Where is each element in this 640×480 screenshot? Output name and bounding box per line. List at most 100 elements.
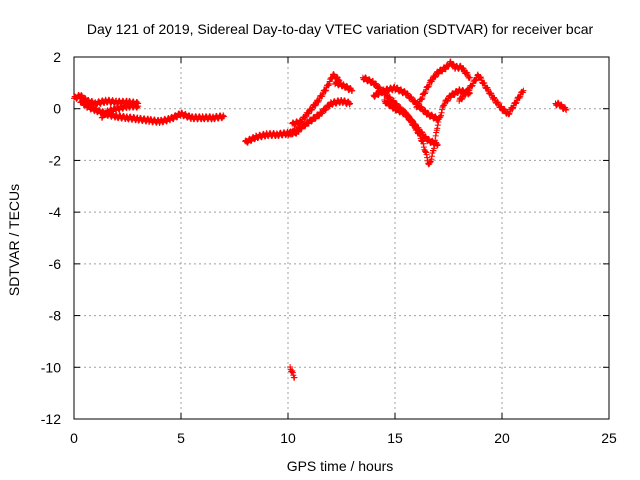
y-tick-label: -10	[41, 359, 61, 375]
y-tick-label: -12	[41, 411, 61, 427]
x-tick-label: 25	[601, 430, 617, 446]
x-tick-label: 5	[177, 430, 185, 446]
series-arc-early-lower	[77, 97, 227, 127]
data-point	[444, 98, 451, 105]
data-point	[347, 100, 354, 107]
data-point	[428, 156, 435, 163]
series-arc-rise-b	[285, 97, 354, 139]
data-point	[558, 101, 565, 108]
data-point	[498, 103, 505, 110]
data-point	[388, 101, 395, 108]
data-point	[458, 96, 465, 103]
data-point	[462, 91, 469, 98]
data-point	[516, 94, 523, 101]
data-point	[419, 137, 426, 144]
data-point	[343, 82, 350, 89]
data-point	[421, 148, 428, 155]
data-point	[477, 74, 484, 81]
data-point	[288, 131, 295, 138]
data-point	[434, 122, 441, 129]
data-point	[402, 109, 409, 116]
data-point	[432, 132, 439, 139]
data-point	[494, 98, 501, 105]
data-point	[520, 87, 527, 94]
data-point	[322, 87, 329, 94]
data-point	[490, 94, 497, 101]
y-tick-label: -2	[49, 152, 62, 168]
data-point	[220, 113, 227, 120]
data-point	[393, 100, 400, 107]
data-point	[420, 140, 427, 147]
data-point	[418, 96, 425, 103]
series-arc-noon-a	[332, 78, 356, 94]
data-point	[421, 107, 428, 114]
series-arc-morning	[242, 127, 302, 146]
data-point	[85, 102, 92, 109]
data-point	[425, 109, 432, 116]
series-arc-outlier	[287, 364, 298, 381]
x-axis-label: GPS time / hours	[287, 458, 394, 474]
data-point	[289, 369, 296, 376]
data-point	[424, 154, 431, 161]
data-point	[451, 92, 458, 99]
chart-title: Day 121 of 2019, Sidereal Day-to-day VTE…	[87, 21, 594, 37]
data-point	[438, 109, 445, 116]
data-point	[437, 113, 444, 120]
data-point	[434, 125, 441, 132]
data-point	[384, 98, 391, 105]
data-point	[408, 93, 415, 100]
data-point	[134, 104, 141, 111]
x-tick-label: 10	[280, 430, 296, 446]
data-point	[305, 110, 312, 117]
data-point	[422, 148, 429, 155]
data-point	[421, 90, 428, 97]
data-point	[316, 113, 323, 120]
data-point	[99, 114, 106, 121]
data-point	[398, 107, 405, 114]
data-point	[349, 87, 356, 94]
plot-frame	[73, 56, 610, 420]
data-point	[302, 123, 309, 130]
data-point	[481, 80, 488, 87]
y-tick-label: 0	[53, 101, 61, 117]
y-tick-label: 2	[53, 49, 61, 65]
data-point	[312, 102, 319, 109]
data-point	[220, 112, 227, 119]
data-point	[428, 153, 435, 160]
data-point	[423, 151, 430, 158]
data-point	[89, 104, 96, 111]
data-point	[419, 95, 426, 102]
data-point	[512, 100, 519, 107]
data-point	[509, 105, 516, 112]
data-point	[432, 74, 439, 81]
data-point	[415, 103, 422, 110]
data-point	[426, 159, 433, 166]
data-point	[447, 94, 454, 101]
data-point	[390, 97, 397, 104]
data-point	[319, 110, 326, 117]
data-point	[434, 142, 441, 149]
data-point	[562, 106, 569, 113]
data-point	[422, 133, 429, 140]
data-point	[334, 74, 341, 81]
data-point	[366, 76, 373, 83]
data-point	[291, 374, 298, 381]
data-point	[435, 119, 442, 126]
data-points	[71, 58, 570, 381]
series-arc-afternoon-b	[456, 71, 527, 118]
series-arc-afternoon-a	[413, 58, 473, 111]
data-point	[466, 74, 473, 81]
axis-ticks	[73, 56, 610, 420]
data-point	[469, 83, 476, 90]
series-arc-evening	[552, 99, 570, 114]
y-tick-label: -4	[49, 204, 62, 220]
data-point	[445, 63, 452, 70]
data-point	[501, 106, 508, 113]
data-point	[346, 101, 353, 108]
data-point	[298, 125, 305, 132]
data-point	[432, 137, 439, 144]
data-point	[439, 68, 446, 75]
series-arc-noon-c	[370, 83, 441, 124]
